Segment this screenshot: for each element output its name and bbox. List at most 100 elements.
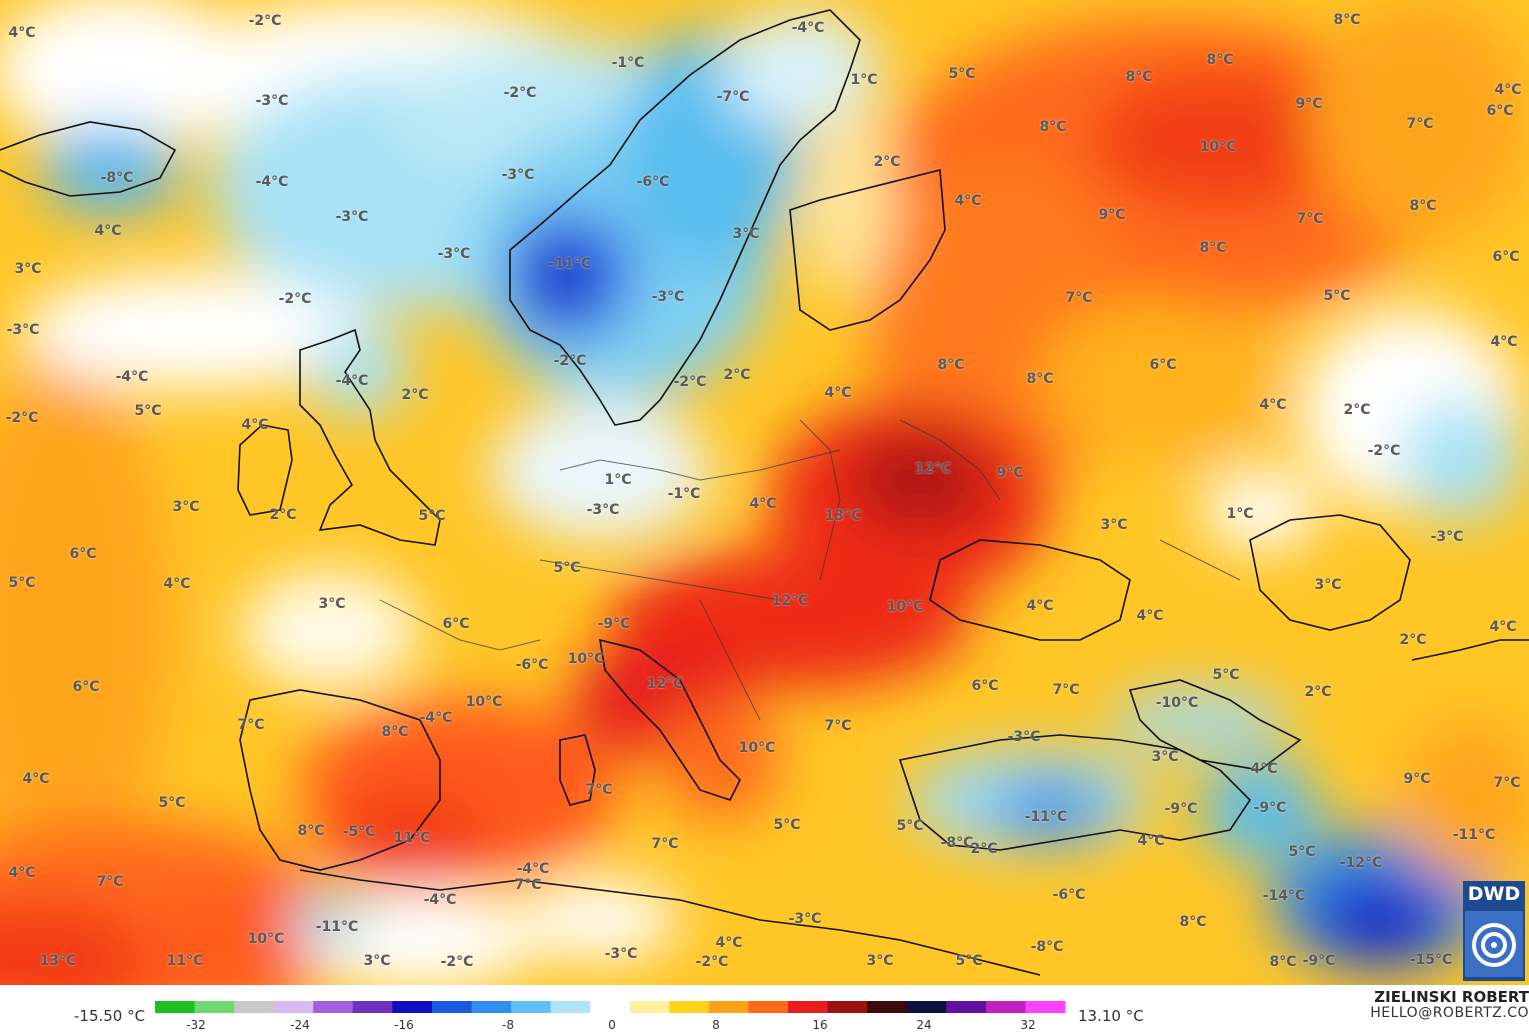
temperature-field (0, 0, 1529, 985)
temperature-label: 4°C (8, 25, 36, 41)
legend-color-swatch (827, 1001, 868, 1013)
temperature-label: 2°C (1399, 632, 1427, 648)
temperature-label: 7°C (1493, 775, 1521, 791)
temperature-label: 3°C (732, 226, 760, 242)
temperature-label: 8°C (1026, 371, 1054, 387)
temperature-label: 5°C (1288, 844, 1316, 860)
temperature-label: -3°C (1430, 529, 1464, 545)
legend-arrow-left (155, 1001, 163, 1013)
temperature-label: 7°C (1065, 290, 1093, 306)
temperature-label: -8°C (1030, 939, 1064, 955)
legend-color-swatch (234, 1001, 275, 1013)
temperature-label: -4°C (255, 174, 289, 190)
temperature-label: -9°C (597, 616, 631, 632)
temperature-label: 8°C (1199, 240, 1227, 256)
temperature-label: 2°C (401, 387, 429, 403)
temperature-label: -3°C (6, 322, 40, 338)
temperature-label: 4°C (94, 223, 122, 239)
legend-tick-label: 0 (608, 1018, 616, 1032)
legend-color-swatch (550, 1001, 591, 1013)
temperature-label: 8°C (297, 823, 325, 839)
temperature-label: -10°C (1155, 695, 1199, 711)
temperature-label: 4°C (1490, 334, 1518, 350)
temperature-label: 7°C (96, 874, 124, 890)
temperature-label: 12°C (771, 593, 809, 609)
temperature-label: 7°C (1052, 682, 1080, 698)
dwd-logo: DWD (1463, 881, 1525, 981)
temperature-label: 9°C (1295, 96, 1323, 112)
temperature-label: 5°C (948, 66, 976, 82)
temperature-label: 6°C (72, 679, 100, 695)
temperature-label: 4°C (1494, 82, 1522, 98)
temperature-label: -1°C (667, 486, 701, 502)
temperature-label: 8°C (1269, 954, 1297, 970)
temperature-label: 5°C (955, 953, 983, 969)
legend-tick-label: -32 (186, 1018, 206, 1032)
temperature-label: 4°C (1489, 619, 1517, 635)
legend-tick-label: 32 (1020, 1018, 1036, 1032)
legend-tick-label: -8 (502, 1018, 514, 1032)
temperature-label: 2°C (873, 154, 901, 170)
legend-color-swatch (352, 1001, 393, 1013)
temperature-label: -2°C (440, 954, 474, 970)
temperature-label: 7°C (1406, 116, 1434, 132)
temperature-label: 4°C (163, 576, 191, 592)
temperature-label: 4°C (715, 935, 743, 951)
temperature-label: -2°C (553, 353, 587, 369)
temperature-label: 7°C (514, 877, 542, 893)
temperature-label: -4°C (423, 892, 457, 908)
temperature-label: 6°C (1149, 357, 1177, 373)
legend-color-swatch (788, 1001, 829, 1013)
temperature-label: 9°C (1098, 207, 1126, 223)
temperature-label: -2°C (248, 13, 282, 29)
legend-color-swatch (985, 1001, 1026, 1013)
legend-color-swatch (273, 1001, 314, 1013)
legend-color-swatch (590, 1001, 631, 1013)
temperature-label: 13°C (39, 953, 77, 969)
temperature-label: -7°C (716, 89, 750, 105)
temperature-label: 2°C (1343, 402, 1371, 418)
temperature-label: 3°C (1100, 517, 1128, 533)
temperature-label: 10°C (247, 931, 285, 947)
temperature-label: 7°C (1296, 211, 1324, 227)
temperature-label: -9°C (1253, 800, 1287, 816)
temperature-label: -2°C (5, 410, 39, 426)
temperature-label: 4°C (1259, 397, 1287, 413)
temperature-label: 5°C (1323, 288, 1351, 304)
temperature-label: 8°C (1039, 119, 1067, 135)
temperature-label: 4°C (749, 496, 777, 512)
temperature-label: 8°C (1206, 52, 1234, 68)
author-email: HELLO@ROBERTZ.CO (1370, 1005, 1529, 1021)
temperature-label: -3°C (437, 246, 471, 262)
legend-color-swatch (1025, 1001, 1066, 1013)
temperature-label: -2°C (673, 374, 707, 390)
temperature-label: 2°C (1304, 684, 1332, 700)
legend-color-swatch (155, 1001, 196, 1013)
legend-tick-label: -16 (394, 1018, 414, 1032)
temperature-label: 6°C (69, 546, 97, 562)
temperature-label: 6°C (1492, 249, 1520, 265)
temperature-label: -11°C (1024, 809, 1068, 825)
temperature-label: 4°C (8, 865, 36, 881)
legend-color-swatch (511, 1001, 552, 1013)
temperature-label: 8°C (381, 724, 409, 740)
temperature-label: -8°C (940, 835, 974, 851)
temperature-label: 3°C (1314, 577, 1342, 593)
temperature-label: -4°C (419, 710, 453, 726)
legend-color-bar (155, 1001, 1066, 1013)
temperature-label: 11°C (393, 830, 431, 846)
temperature-label: 8°C (1125, 69, 1153, 85)
temperature-label: -2°C (695, 954, 729, 970)
temperature-label: -11°C (548, 256, 592, 272)
temperature-label: 4°C (1250, 761, 1278, 777)
temperature-label: -3°C (651, 289, 685, 305)
temperature-label: 9°C (1403, 771, 1431, 787)
temperature-label: -6°C (636, 174, 670, 190)
temperature-label: 5°C (158, 795, 186, 811)
temperature-label: 1°C (1226, 506, 1254, 522)
temperature-label: -11°C (1452, 827, 1496, 843)
temperature-label: 5°C (896, 818, 924, 834)
legend-color-swatch (194, 1001, 235, 1013)
temperature-label: -6°C (515, 657, 549, 673)
temperature-label: -8°C (100, 170, 134, 186)
